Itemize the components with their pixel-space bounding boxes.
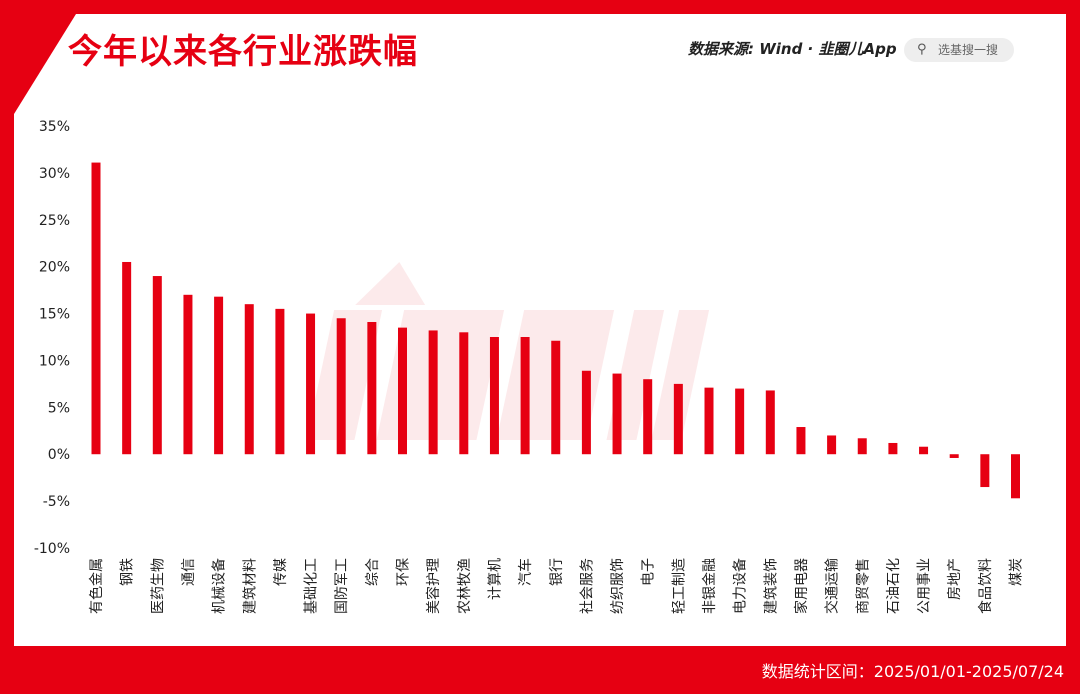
bar xyxy=(183,294,193,455)
x-tick-label: 社会服务 xyxy=(579,558,595,614)
date-range-note: 数据统计区间：2025/01/01-2025/07/24 xyxy=(761,662,1064,681)
bar xyxy=(888,442,898,455)
x-tick-label: 电力设备 xyxy=(732,558,749,614)
x-tick-label: 建筑装饰 xyxy=(763,558,779,614)
bar xyxy=(551,340,561,455)
x-tick-label: 公用事业 xyxy=(917,558,933,614)
bar xyxy=(306,313,316,455)
y-tick-label: 25% xyxy=(39,213,70,229)
corner-decoration xyxy=(14,14,76,114)
bar xyxy=(459,332,469,455)
x-tick-label: 建筑材料 xyxy=(242,558,258,614)
x-tick-label: 环保 xyxy=(396,558,412,586)
y-tick-label: 0% xyxy=(48,447,70,463)
x-tick-label: 银行 xyxy=(549,558,565,586)
x-tick-label: 房地产 xyxy=(947,558,963,600)
bar xyxy=(336,318,346,455)
y-tick-label: 20% xyxy=(39,260,70,276)
x-tick-label: 农林牧渔 xyxy=(457,558,473,614)
x-tick-label: 基础化工 xyxy=(303,558,320,614)
x-tick-label: 家用电器 xyxy=(793,558,810,614)
y-tick-label: -5% xyxy=(43,494,70,510)
bar xyxy=(398,327,407,455)
x-tick-label: 计算机 xyxy=(487,558,503,600)
x-tick-label: 医药生物 xyxy=(150,558,166,614)
x-tick-label: 钢铁 xyxy=(120,558,136,586)
bar xyxy=(367,321,377,455)
page-title: 今年以来各行业涨跌幅 xyxy=(68,32,418,72)
x-axis-labels: 有色金属 钢铁 医药生物 通信 机械设备 建筑材料 传媒 基础化工 国防军工 综合 环保 美容护理 农林… xyxy=(88,558,1025,614)
bar xyxy=(796,427,806,455)
bar xyxy=(1011,454,1020,499)
x-tick-label: 传媒 xyxy=(273,558,289,586)
bar xyxy=(612,373,622,455)
bar xyxy=(275,308,285,455)
bar xyxy=(520,337,530,455)
x-tick-label: 石油石化 xyxy=(886,558,902,614)
bar xyxy=(581,370,591,455)
bar xyxy=(673,383,683,455)
search-icon: ⚲ xyxy=(917,42,927,57)
bar xyxy=(244,304,254,455)
y-tick-label: 10% xyxy=(39,353,70,369)
search-box[interactable]: ⚲ 选基搜一搜 xyxy=(904,38,1014,62)
x-tick-label: 煤炭 xyxy=(1009,558,1025,586)
bar xyxy=(214,296,224,455)
bar xyxy=(704,387,714,455)
bar xyxy=(489,337,499,455)
bar-chart: 35% 30% 25% 20% 15% 10% 5% 0% -5% -10% 有色金属 钢铁 医药生物… xyxy=(34,119,1025,614)
x-tick-label: 综合 xyxy=(365,558,381,586)
x-tick-label: 商贸零售 xyxy=(855,558,871,614)
x-tick-label: 非银金融 xyxy=(702,558,718,614)
x-tick-label: 交通运输 xyxy=(824,558,841,614)
y-tick-label: 15% xyxy=(39,307,70,323)
y-tick-label: -10% xyxy=(34,541,70,557)
x-tick-label: 美容护理 xyxy=(425,558,442,614)
data-source-label: 数据来源: Wind · 韭圈儿App xyxy=(688,40,897,58)
y-tick-label: 30% xyxy=(39,166,70,182)
bar xyxy=(765,390,775,455)
x-tick-label: 机械设备 xyxy=(211,558,228,614)
x-tick-label: 通信 xyxy=(181,558,197,586)
bar xyxy=(428,330,438,455)
x-tick-label: 食品饮料 xyxy=(977,558,994,614)
bar xyxy=(919,446,929,455)
bar xyxy=(91,162,101,455)
bars xyxy=(91,162,1020,499)
search-placeholder: 选基搜一搜 xyxy=(938,43,999,57)
x-tick-label: 纺织服饰 xyxy=(610,558,626,614)
x-tick-label: 汽车 xyxy=(517,558,534,586)
y-axis: 35% 30% 25% 20% 15% 10% 5% 0% -5% -10% xyxy=(34,119,70,557)
x-tick-label: 有色金属 xyxy=(88,558,105,614)
bar xyxy=(152,276,162,455)
bar xyxy=(122,261,132,455)
x-tick-label: 国防军工 xyxy=(334,558,350,614)
bar xyxy=(643,379,653,455)
bar xyxy=(827,435,837,455)
bar xyxy=(980,454,990,488)
x-tick-label: 轻工制造 xyxy=(671,558,687,614)
y-tick-label: 35% xyxy=(39,119,70,135)
bar xyxy=(857,438,867,455)
y-tick-label: 5% xyxy=(48,400,70,416)
bar xyxy=(949,454,959,458)
x-tick-label: 电子 xyxy=(641,558,657,586)
bar xyxy=(735,388,745,455)
